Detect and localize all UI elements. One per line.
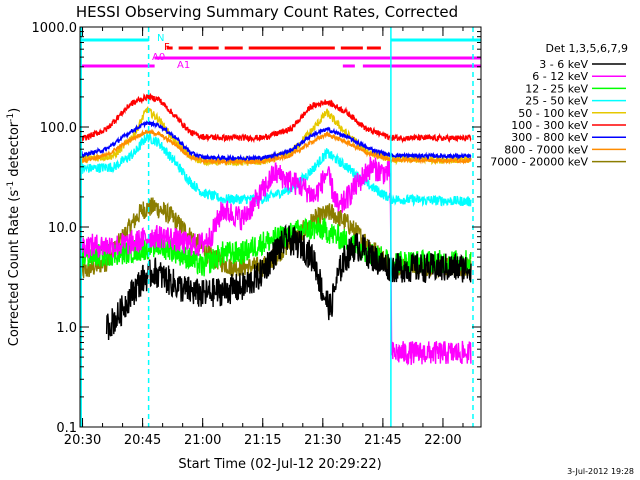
series-line [80, 132, 472, 208]
legend-entry-label: 25 - 50 keV [525, 95, 588, 108]
series-line [80, 119, 472, 163]
y-axis-label-end: ) [7, 108, 22, 113]
footer-timestamp: 3-Jul-2012 19:28 [567, 467, 634, 476]
x-tick-label: 22:00 [424, 433, 461, 448]
series-line [80, 128, 472, 167]
flag-n-label: N [157, 33, 164, 44]
time-markers [80, 27, 474, 427]
legend-entry-label: 100 - 300 keV [511, 119, 588, 132]
legend-entry-label: 50 - 100 keV [518, 107, 588, 120]
legend-entry-label: 7000 - 20000 keV [490, 156, 588, 169]
x-axis-label: Start Time (02-Jul-12 20:29:22) [178, 457, 381, 472]
x-tick-label: 20:30 [64, 433, 101, 448]
y-axis-label-sup1: -1 [6, 181, 16, 190]
y-axis-label-sup2: -1 [6, 113, 16, 122]
x-tick-label: 21:45 [364, 433, 401, 448]
y-axis-label-mid: detector [7, 121, 22, 181]
x-tick-label: 20:45 [124, 433, 161, 448]
series-line [80, 156, 472, 366]
x-tick-label: 21:00 [184, 433, 221, 448]
chart-title: HESSI Observing Summary Count Rates, Cor… [76, 3, 458, 21]
legend-entry-label: 300 - 800 keV [511, 131, 588, 144]
series-line [80, 217, 472, 277]
y-tick-label: 0.1 [56, 421, 77, 436]
series-line [80, 92, 472, 144]
legend-header: Det 1,3,5,6,7,9 [545, 42, 628, 55]
y-axis-label-main: Corrected Count Rate (s [7, 190, 22, 347]
x-tick-label: 21:30 [304, 433, 341, 448]
axes: 0.1 1.0 10.0 100.0 1000.0 20:30 20:45 21:00 21:1… [32, 21, 482, 448]
series-group [80, 92, 472, 366]
series-line [105, 223, 472, 341]
y-tick-label: 1.0 [56, 321, 77, 336]
legend-entry-label: 6 - 12 keV [532, 70, 588, 83]
y-tick-label: 100.0 [40, 121, 77, 136]
legend-entry-label: 12 - 25 keV [525, 82, 588, 95]
flag-f-label: F [164, 42, 170, 53]
y-axis-label: Corrected Count Rate (s-1 detector-1) [6, 108, 22, 346]
y-tick-label: 10.0 [48, 221, 77, 236]
y-tick-label: 1000.0 [32, 21, 78, 36]
flag-a1-label: A1 [177, 60, 190, 71]
legend-entry-label: 3 - 6 keV [539, 58, 588, 71]
legend-entry-label: 800 - 7000 keV [504, 143, 588, 156]
x-tick-label: 21:15 [244, 433, 281, 448]
flag-a0-label: A0 [152, 52, 165, 63]
